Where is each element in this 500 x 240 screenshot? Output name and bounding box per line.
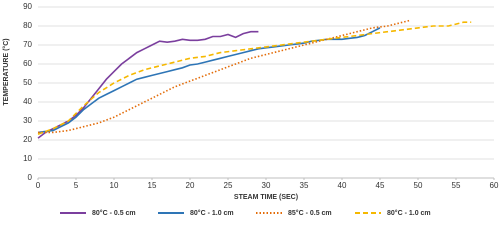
x-tick-label: 20: [186, 181, 195, 190]
legend-label: 85°C - 0.5 cm: [288, 209, 332, 217]
x-tick-label: 30: [262, 181, 271, 190]
legend-label: 80°C - 1.0 cm: [190, 209, 234, 217]
y-tick-label: 50: [23, 78, 32, 87]
x-tick-label: 60: [490, 181, 499, 190]
x-tick-label: 55: [452, 181, 461, 190]
legend-label: 80°C - 1.0 cm: [387, 209, 431, 217]
series-line: [37, 27, 381, 134]
y-tick-label: 40: [23, 97, 32, 106]
x-tick-label: 15: [148, 181, 157, 190]
y-tick-label: 70: [23, 40, 32, 49]
legend-label: 80°C - 0.5 cm: [92, 209, 136, 217]
chart: TEMPERATURE (°C) STEAM TIME (SEC) 0 10 20 3…: [2, 2, 499, 217]
x-tick-label: 25: [224, 181, 233, 190]
x-tick-label: 50: [414, 181, 423, 190]
x-tick-label: 45: [376, 181, 385, 190]
y-tick-label: 80: [23, 21, 32, 30]
series-line: [37, 21, 472, 136]
x-tick-label: 40: [338, 181, 347, 190]
y-tick-label: 60: [23, 59, 32, 68]
x-tick-label: 0: [36, 181, 41, 190]
y-tick-label: 20: [23, 135, 32, 144]
x-axis-label: STEAM TIME (SEC): [234, 194, 298, 201]
y-axis-label: TEMPERATURE (°C): [2, 38, 10, 105]
series-line: [37, 30, 259, 139]
y-tick-label: 10: [23, 154, 32, 163]
x-tick-label: 5: [74, 181, 79, 190]
x-tick-label: 35: [300, 181, 309, 190]
x-tick-label: 10: [110, 181, 119, 190]
y-tick-label: 30: [23, 116, 32, 125]
y-tick-label: 90: [23, 2, 32, 11]
y-tick-label: 0: [28, 173, 33, 182]
